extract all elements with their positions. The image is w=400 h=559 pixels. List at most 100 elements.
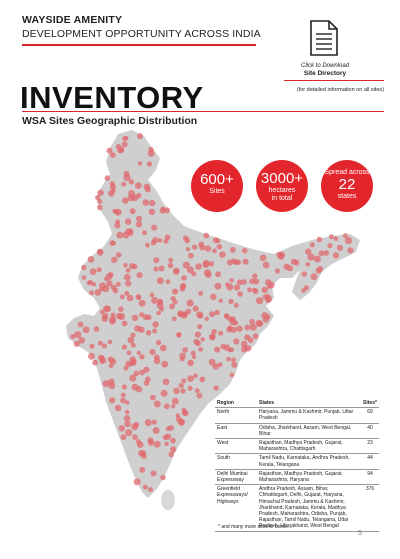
site-dot bbox=[186, 266, 194, 274]
site-dot bbox=[199, 376, 206, 383]
site-dot bbox=[191, 244, 198, 250]
site-dot bbox=[126, 294, 134, 302]
site-dot bbox=[301, 288, 306, 293]
document-icon[interactable] bbox=[309, 20, 339, 56]
site-dot bbox=[136, 272, 143, 279]
site-dot bbox=[180, 388, 186, 394]
site-dot bbox=[191, 271, 197, 277]
site-dot bbox=[110, 312, 116, 318]
page-number: 5 bbox=[358, 530, 362, 537]
site-dot bbox=[240, 340, 248, 348]
site-dot bbox=[137, 161, 143, 166]
site-dot bbox=[108, 378, 115, 386]
table-row: Delhi Mumbai Expressway Rajasthan, Madhy… bbox=[215, 469, 379, 486]
site-dot bbox=[110, 284, 117, 291]
site-dot bbox=[152, 321, 159, 328]
region-cell: Delhi Mumbai Expressway bbox=[215, 469, 257, 486]
site-dot bbox=[267, 284, 272, 289]
site-dot bbox=[144, 419, 152, 427]
site-dot bbox=[134, 182, 142, 189]
site-dot bbox=[181, 407, 187, 413]
site-dot bbox=[89, 343, 95, 349]
site-dot bbox=[125, 400, 130, 405]
site-dot bbox=[151, 419, 157, 425]
site-dot bbox=[229, 246, 236, 253]
site-dot bbox=[138, 326, 145, 333]
site-dot bbox=[121, 344, 128, 350]
stat-label: Sites bbox=[209, 188, 225, 195]
site-dot bbox=[176, 332, 182, 338]
site-dot bbox=[99, 355, 105, 361]
site-dot bbox=[97, 204, 103, 211]
site-dot bbox=[241, 247, 248, 254]
site-dot bbox=[97, 340, 103, 346]
site-dot bbox=[125, 280, 132, 287]
site-dot bbox=[152, 237, 159, 244]
site-dot bbox=[209, 311, 216, 318]
site-dot bbox=[123, 273, 131, 281]
column-header-states: States bbox=[257, 399, 361, 409]
site-dot bbox=[164, 234, 171, 241]
site-dot bbox=[139, 312, 145, 318]
site-dot bbox=[347, 247, 354, 254]
site-dot bbox=[200, 337, 205, 342]
site-dot bbox=[126, 350, 132, 356]
site-dot bbox=[163, 403, 170, 410]
site-dot bbox=[171, 397, 179, 405]
site-dot bbox=[224, 314, 230, 320]
site-dot bbox=[110, 152, 116, 158]
site-dot bbox=[115, 143, 122, 150]
column-header-region: Region bbox=[215, 399, 257, 409]
site-dot bbox=[160, 474, 166, 481]
site-dot bbox=[301, 271, 307, 277]
table-header-row: Region States Sites* bbox=[215, 399, 379, 409]
site-dot bbox=[203, 232, 210, 239]
site-dot bbox=[170, 446, 177, 453]
site-dot bbox=[128, 179, 135, 185]
site-dot bbox=[111, 256, 118, 263]
site-dot bbox=[147, 150, 155, 157]
site-dot bbox=[233, 338, 240, 345]
site-dot bbox=[182, 347, 189, 353]
site-dot bbox=[153, 266, 159, 272]
site-dot bbox=[97, 189, 104, 197]
site-dot bbox=[227, 325, 233, 331]
states-cell: Rajasthan, Madhya Pradesh, Gujarat, Maha… bbox=[257, 469, 361, 486]
site-dot bbox=[276, 251, 283, 258]
site-dot bbox=[123, 170, 130, 177]
site-dot bbox=[121, 320, 128, 327]
site-dot bbox=[156, 277, 164, 285]
site-dot bbox=[323, 250, 330, 256]
site-dot bbox=[208, 358, 216, 366]
table-footnote: * and many more sites to come.... bbox=[218, 524, 293, 530]
site-dot bbox=[198, 291, 204, 296]
site-dot bbox=[150, 470, 157, 477]
sites-cell: 69 bbox=[361, 407, 379, 424]
site-dot bbox=[159, 207, 166, 214]
site-dot bbox=[157, 299, 164, 306]
site-dot bbox=[153, 400, 161, 408]
stat-sites-bubble: 600+ Sites bbox=[191, 160, 243, 212]
site-dot bbox=[164, 433, 172, 440]
site-dot bbox=[97, 249, 104, 256]
site-directory-link[interactable]: Site Directory bbox=[303, 70, 347, 77]
stat-states-bubble: Spread across 22 states bbox=[321, 160, 373, 212]
site-dot bbox=[77, 321, 84, 328]
region-table-container: Region States Sites* North Haryana, Jamm… bbox=[215, 399, 387, 532]
site-dot bbox=[332, 252, 340, 259]
site-dot bbox=[73, 340, 80, 347]
site-dot bbox=[125, 429, 133, 437]
site-dot bbox=[81, 275, 87, 280]
site-dot bbox=[208, 261, 215, 267]
site-dot bbox=[146, 161, 153, 167]
site-dot bbox=[149, 292, 155, 298]
site-dot bbox=[119, 294, 125, 300]
site-dot bbox=[151, 296, 159, 304]
stat-value: 600+ bbox=[200, 171, 234, 188]
site-dot bbox=[265, 314, 271, 320]
site-dot bbox=[244, 334, 251, 341]
site-dot bbox=[170, 296, 176, 302]
site-dot bbox=[139, 354, 145, 360]
site-dot bbox=[199, 244, 206, 251]
site-dot bbox=[121, 384, 127, 390]
